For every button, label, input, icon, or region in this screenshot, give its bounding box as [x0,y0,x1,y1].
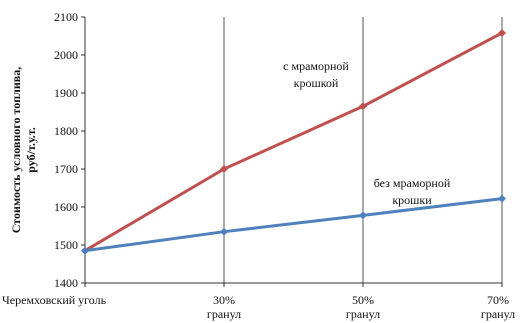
series-1-point-3 [498,194,506,203]
series-1-point-0 [81,246,89,255]
series-1-point-1 [220,227,228,236]
x-tick-label-3: 70% [487,293,509,307]
x-tick-sublabel-2: гранул [346,307,380,321]
series-lines [81,28,506,255]
series-1-point-2 [359,211,367,220]
y-axis-title-line2: руб/т.у.т. [24,127,38,172]
x-tick-label-0: Черемховский уголь [2,293,107,307]
grid-lines [223,17,503,283]
y-tick-labels: 1400 1500 1600 1700 1800 1900 2000 2100 [54,10,85,290]
y-tick-label-2: 1600 [54,200,78,214]
series-label-red-line2: крошкой [294,76,339,90]
series-label-blue-line2: крошки [392,193,432,207]
x-tick-label-1: 30% [213,293,235,307]
series-label-red-line1: с мраморной [283,59,349,73]
y-tick-label-6: 2000 [54,48,78,62]
series-0-point-1 [220,165,228,173]
series-0-point-3 [498,28,506,37]
y-tick-label-0: 1400 [54,276,78,290]
x-tick-sublabel-3: гранул [481,307,515,321]
series-line-0 [83,31,504,253]
y-tick-label-1: 1500 [54,238,78,252]
x-tick-labels: Черемховский уголь 30%гранул50%гранул70%г… [2,283,515,321]
y-tick-label-4: 1800 [54,124,78,138]
x-tick-label-2: 50% [352,293,374,307]
y-tick-label-5: 1900 [54,86,78,100]
series-0-point-2 [359,102,367,111]
series-label-blue-line1: без мраморной [374,176,451,190]
series-line-1 [83,197,504,253]
y-axis-title-line1: Стоимость условного топлива, [9,67,23,233]
y-tick-label-7: 2100 [54,10,78,24]
x-tick-sublabel-1: гранул [207,307,241,321]
y-tick-label-3: 1700 [54,162,78,176]
